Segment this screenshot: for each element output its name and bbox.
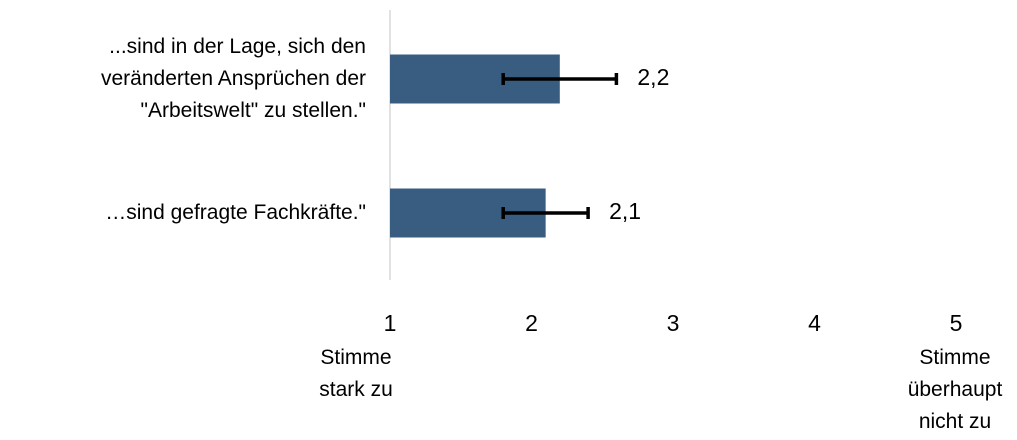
x-tick-label: 5 (950, 310, 963, 336)
category-label: …sind gefragte Fachkräfte." (105, 201, 366, 224)
axis-annotation: Stimme stark zu (319, 346, 393, 401)
error-bar (501, 207, 590, 219)
error-bar (501, 73, 619, 85)
x-tick-label: 2 (525, 310, 538, 336)
category-label: ...sind in der Lage, sich den veränderte… (100, 35, 366, 122)
x-tick-label: 1 (384, 310, 397, 336)
axis-annotation: Stimme überhaupt nicht zu (907, 346, 1003, 433)
value-label: 2,2 (637, 64, 669, 90)
value-label: 2,1 (609, 198, 641, 224)
x-tick-label: 4 (808, 310, 821, 336)
x-tick-label: 3 (667, 310, 680, 336)
